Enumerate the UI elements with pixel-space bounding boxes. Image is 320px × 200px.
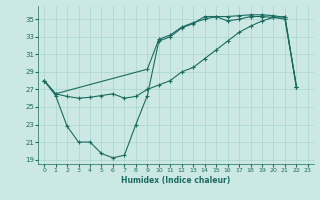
X-axis label: Humidex (Indice chaleur): Humidex (Indice chaleur) <box>121 176 231 185</box>
